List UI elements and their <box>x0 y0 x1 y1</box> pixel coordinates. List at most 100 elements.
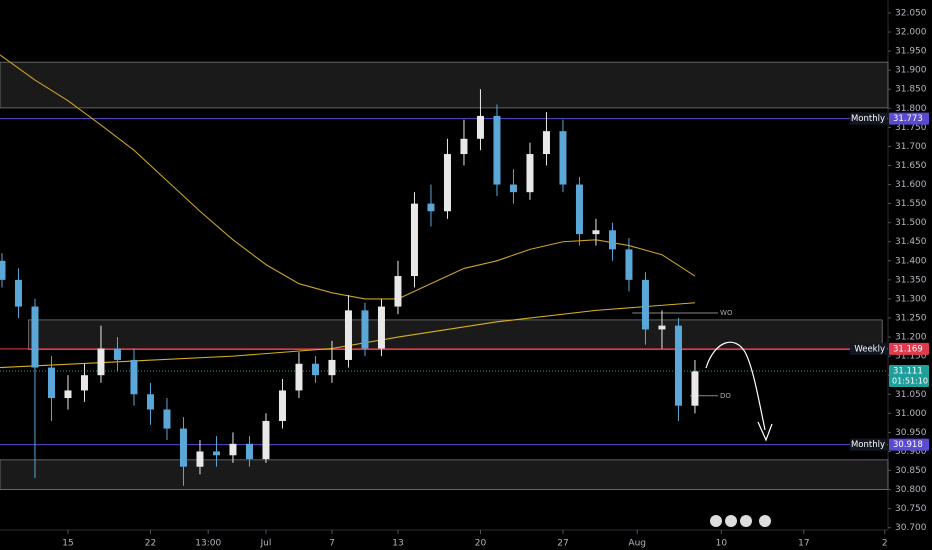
zone <box>0 459 889 490</box>
candle-body <box>509 184 517 193</box>
candle-body <box>344 310 352 360</box>
candle-body <box>328 359 336 376</box>
candle-body <box>526 154 534 193</box>
y-tick-label: 31.700 <box>895 142 927 152</box>
y-tick-label: 30.850 <box>895 466 927 476</box>
level-name: Monthly <box>851 114 885 124</box>
y-tick-label: 30.700 <box>895 523 927 533</box>
x-tick-label: 13:00 <box>195 539 221 549</box>
y-tick-label: 31.400 <box>895 256 927 266</box>
candle-body <box>311 363 319 376</box>
candle-body <box>559 131 567 185</box>
y-tick-label: 30.800 <box>895 485 927 495</box>
x-tick-label: 17 <box>798 539 809 549</box>
x-tick-label: Aug <box>628 539 646 549</box>
candle-body <box>410 203 418 277</box>
x-tick-label: 10 <box>716 539 728 549</box>
level-price: 31.169 <box>893 344 923 354</box>
candle-body <box>592 230 600 235</box>
candle-body <box>493 115 501 185</box>
y-tick-label: 31.900 <box>895 66 927 76</box>
y-tick-label: 31.500 <box>895 218 927 228</box>
candle-body <box>625 249 633 280</box>
marker-label: DO <box>720 392 731 400</box>
candle-body <box>295 363 303 391</box>
projection-arrow <box>705 341 766 431</box>
y-tick-label: 30.950 <box>895 428 927 438</box>
candle-body <box>14 279 22 307</box>
candle-body <box>229 443 237 456</box>
level-name-box <box>850 342 887 355</box>
level-price-box <box>889 438 929 451</box>
candle-body <box>674 325 682 406</box>
level-price: 30.918 <box>893 440 923 450</box>
x-tick-label: 2 <box>882 539 888 549</box>
countdown-label: 01:51:10 <box>892 377 928 386</box>
candle-body <box>641 279 649 330</box>
x-tick-label: 15 <box>62 539 73 549</box>
candle-body <box>377 306 385 349</box>
y-tick-label: 31.150 <box>895 352 927 362</box>
y-tick-label: 31.300 <box>895 294 927 304</box>
candle-body <box>64 390 72 399</box>
level-name: Monthly <box>851 440 885 450</box>
level-price-box <box>889 112 929 125</box>
candle-body <box>691 371 699 406</box>
level-name-box <box>850 112 887 125</box>
x-tick-label: Jul <box>260 539 272 549</box>
candle-body <box>542 131 550 155</box>
candle-body <box>47 367 55 399</box>
level-name-box <box>850 438 887 451</box>
y-tick-label: 31.650 <box>895 161 927 171</box>
y-tick-label: 30.750 <box>895 504 927 514</box>
zone <box>27 319 883 351</box>
candle-body <box>146 394 154 410</box>
candle-body <box>608 230 616 250</box>
marker-label: WO <box>720 309 733 317</box>
y-tick-label: 31.450 <box>895 237 927 247</box>
candle-body <box>163 409 171 429</box>
candle-body <box>476 115 484 139</box>
last-price-box <box>889 365 929 387</box>
zone <box>0 61 889 109</box>
toolbar-icons <box>710 515 771 527</box>
candle-body <box>262 420 270 460</box>
candle-body <box>658 325 666 330</box>
candle-body <box>278 390 286 421</box>
y-tick-label: 31.200 <box>895 333 927 343</box>
y-tick-label: 32.050 <box>895 8 927 18</box>
y-tick-label: 31.550 <box>895 199 927 209</box>
candle-body <box>460 138 468 155</box>
x-tick-label: 20 <box>475 539 487 549</box>
candle-body <box>575 184 583 235</box>
level-price-box <box>889 342 929 355</box>
candle-body <box>361 310 369 349</box>
y-tick-label: 31.350 <box>895 275 927 285</box>
level-name: Weekly <box>854 344 885 354</box>
candle-body <box>443 154 451 212</box>
y-tick-label: 31.050 <box>895 390 927 400</box>
candle-body <box>80 375 88 391</box>
candle-body <box>97 348 105 376</box>
y-tick-label: 31.800 <box>895 104 927 114</box>
candle-body <box>113 348 121 360</box>
candle-body <box>130 359 138 395</box>
candle-body <box>0 260 6 280</box>
candle-body <box>31 306 39 368</box>
candle-body <box>196 451 204 467</box>
last-price-label: 31.111 <box>893 367 923 377</box>
level-price: 31.773 <box>893 114 923 124</box>
y-tick-label: 31.850 <box>895 85 927 95</box>
y-tick-label: 31.600 <box>895 180 927 190</box>
candle-body <box>212 451 220 456</box>
x-tick-label: 7 <box>329 539 335 549</box>
y-tick-label: 31.250 <box>895 314 927 324</box>
y-tick-label: 32.000 <box>895 28 927 38</box>
candle-body <box>245 443 253 460</box>
x-tick-label: 22 <box>145 539 156 549</box>
y-tick-label: 30.900 <box>895 447 927 457</box>
candle-body <box>427 203 435 212</box>
x-tick-label: 13 <box>392 539 403 549</box>
